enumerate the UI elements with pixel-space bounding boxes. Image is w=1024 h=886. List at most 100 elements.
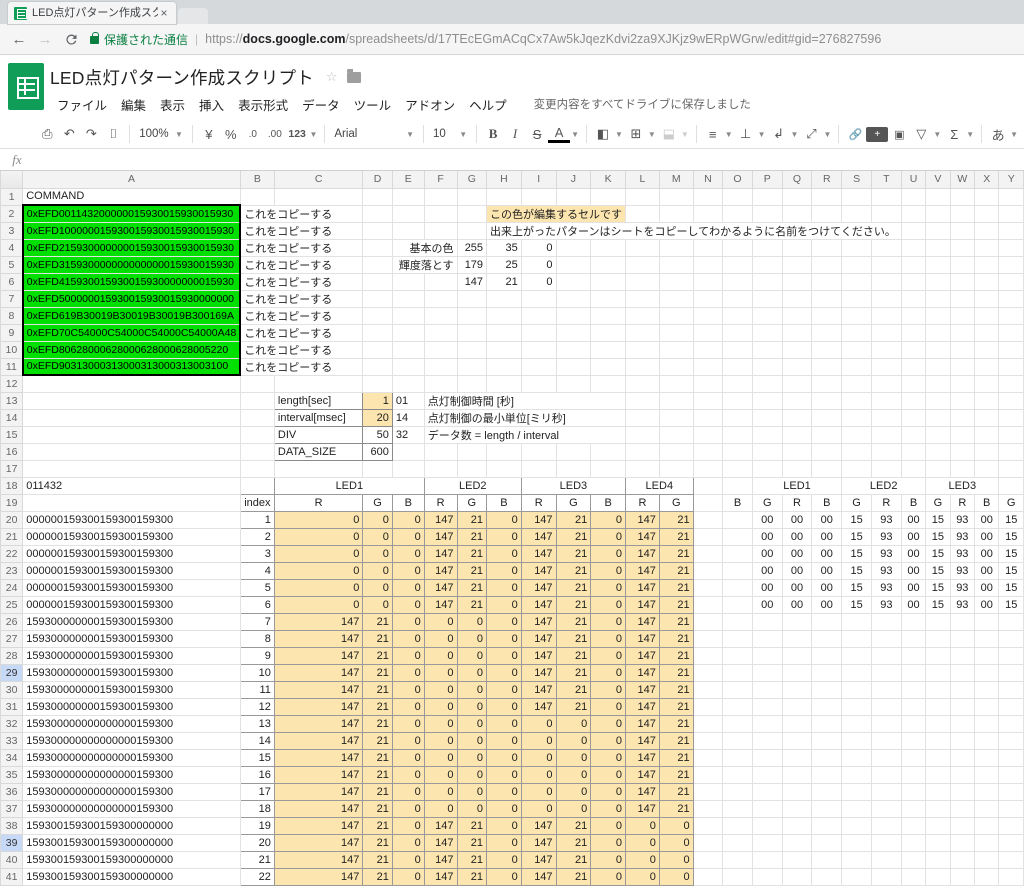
column-header-W[interactable]: W	[949, 171, 976, 189]
cell[interactable]	[870, 442, 902, 461]
cell[interactable]	[423, 323, 458, 342]
cell[interactable]	[949, 816, 976, 835]
cell-led-value[interactable]: 147	[520, 510, 557, 529]
cell-led-value[interactable]: 0	[486, 850, 522, 869]
cell-led-value[interactable]: 0	[555, 731, 592, 750]
cell-ghost-value[interactable]: 93	[949, 510, 976, 529]
cell[interactable]	[811, 272, 843, 291]
cell-led-value[interactable]: 0	[391, 714, 425, 733]
cell-ghost-value[interactable]: 00	[751, 527, 783, 546]
cell[interactable]	[625, 204, 660, 223]
cell-ghost-channel-header[interactable]: B	[722, 493, 753, 512]
cell-led-value[interactable]: 0	[520, 765, 557, 784]
cell-ghost-channel-header[interactable]: B	[811, 493, 843, 512]
cell[interactable]	[974, 850, 1000, 869]
cell-led-value[interactable]: 0	[520, 714, 557, 733]
cell[interactable]	[998, 187, 1024, 206]
cell[interactable]	[841, 629, 872, 648]
cell-led-value[interactable]: 0	[486, 799, 522, 818]
cell[interactable]	[811, 833, 843, 852]
cell-ghost-hex[interactable]: 159300000000159300159300	[22, 663, 241, 682]
cell-led-value[interactable]: 0	[423, 680, 458, 699]
cell[interactable]	[751, 612, 783, 631]
cell-led-index[interactable]: 16	[239, 765, 275, 784]
cell[interactable]	[692, 680, 724, 699]
cell[interactable]	[692, 561, 724, 580]
cell[interactable]	[692, 510, 724, 529]
cell-led-value[interactable]: 21	[658, 748, 694, 767]
row-header-15[interactable]: 15	[0, 425, 24, 444]
cell[interactable]	[974, 187, 1000, 206]
cell-led-value[interactable]: 21	[456, 544, 488, 563]
cell-led-value[interactable]: 0	[391, 510, 425, 529]
cell[interactable]	[781, 816, 813, 835]
cell[interactable]	[722, 663, 753, 682]
cell[interactable]	[998, 408, 1024, 427]
cell[interactable]	[870, 663, 902, 682]
cell[interactable]	[811, 697, 843, 716]
cell[interactable]	[870, 833, 902, 852]
cell[interactable]	[22, 391, 241, 410]
cell[interactable]	[658, 408, 694, 427]
number-format-icon[interactable]: 123	[288, 128, 306, 140]
cell-led-value[interactable]: 0	[658, 867, 694, 886]
cell[interactable]	[998, 765, 1024, 784]
cell[interactable]	[811, 680, 843, 699]
cell-ghost-value[interactable]: 15	[998, 561, 1024, 580]
cell[interactable]	[692, 782, 724, 801]
row-header-26[interactable]: 26	[0, 612, 24, 631]
italic-button[interactable]: I	[512, 126, 518, 141]
cell[interactable]	[692, 544, 724, 563]
cell-led-value[interactable]: 147	[423, 595, 458, 614]
cell[interactable]	[870, 748, 902, 767]
column-header-Q[interactable]: Q	[781, 171, 813, 189]
cell[interactable]	[925, 442, 951, 461]
cell[interactable]	[692, 748, 724, 767]
cell[interactable]	[925, 731, 951, 750]
row-header-1[interactable]: 1	[0, 187, 24, 206]
cell[interactable]	[391, 187, 425, 206]
cell[interactable]	[751, 204, 783, 223]
cell-command-hex[interactable]: 0xEFD70C54000C54000C54000C54000A48	[21, 323, 242, 342]
cell[interactable]	[811, 255, 843, 274]
cell-led-value[interactable]: 21	[658, 578, 694, 597]
cell[interactable]	[692, 714, 724, 733]
spreadsheet-grid[interactable]: A B C D E F G H I J K L M N O P Q R S T U V W X Y 1 COMMAND 2 0xEFD0…	[0, 171, 1024, 886]
cell-channel-header[interactable]: G	[658, 493, 694, 512]
cell-led-value[interactable]: 0	[590, 544, 627, 563]
cell[interactable]	[998, 442, 1024, 461]
cell[interactable]	[239, 374, 275, 393]
cell-led-value[interactable]: 0	[590, 595, 627, 614]
cell-ghost-value[interactable]: 00	[751, 544, 783, 563]
cell-led-value[interactable]: 0	[590, 782, 627, 801]
cell[interactable]	[811, 459, 843, 478]
cell-led-value[interactable]: 0	[555, 714, 592, 733]
cell-command-hex[interactable]: 0xEFD315930000000000000015930015930	[21, 255, 242, 274]
cell[interactable]	[722, 425, 753, 444]
cell[interactable]	[520, 459, 557, 478]
cell-led-index[interactable]: 5	[239, 578, 275, 597]
cell[interactable]	[974, 714, 1000, 733]
cell-color-r[interactable]: 255	[456, 238, 488, 257]
cell[interactable]	[998, 476, 1024, 495]
cell[interactable]	[870, 238, 902, 257]
cell-led-value[interactable]: 0	[658, 833, 694, 852]
cell-led-value[interactable]: 0	[625, 850, 660, 869]
cell-led-value[interactable]: 0	[486, 561, 522, 580]
cell[interactable]	[625, 255, 660, 274]
cell[interactable]	[841, 816, 872, 835]
cell[interactable]	[925, 748, 951, 767]
cell[interactable]	[781, 833, 813, 852]
cell-led-value[interactable]: 0	[520, 748, 557, 767]
cell-led-value[interactable]: 0	[423, 799, 458, 818]
row-header-35[interactable]: 35	[0, 765, 24, 784]
column-header-S[interactable]: S	[841, 171, 872, 189]
cell-led-value[interactable]: 0	[486, 612, 522, 631]
cell[interactable]	[949, 272, 976, 291]
cell[interactable]	[751, 731, 783, 750]
cell[interactable]	[391, 459, 425, 478]
cell-led-value[interactable]: 0	[423, 612, 458, 631]
cell[interactable]	[841, 697, 872, 716]
cell-led-value[interactable]: 21	[555, 544, 592, 563]
cell-led-value[interactable]: 0	[423, 731, 458, 750]
